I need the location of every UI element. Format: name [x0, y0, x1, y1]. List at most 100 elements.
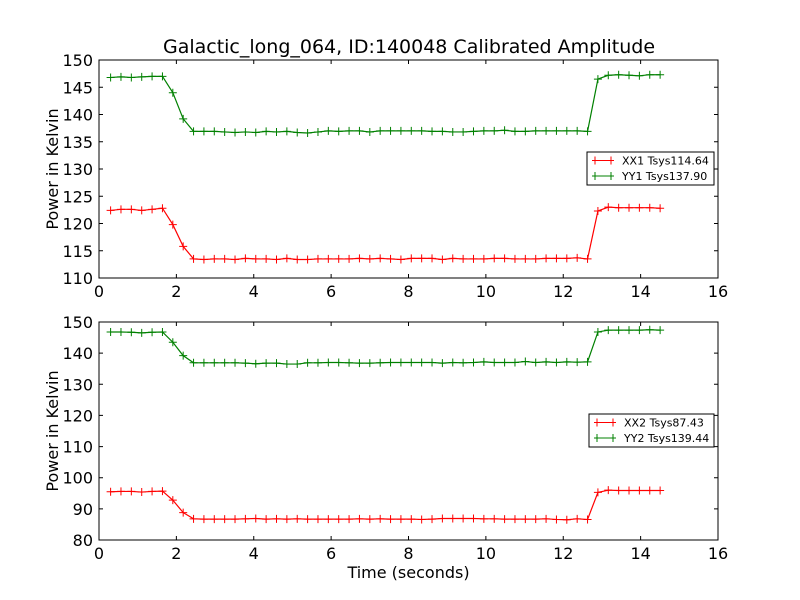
- data-point-marker: [542, 126, 551, 135]
- data-point-marker: [179, 242, 188, 251]
- data-point-marker: [448, 254, 457, 263]
- data-point-marker: [293, 128, 302, 137]
- data-point-marker: [614, 486, 623, 495]
- y-tick-label: 120: [62, 406, 93, 425]
- legend-item: YY1 Tsys137.90: [592, 170, 707, 183]
- data-point-marker: [148, 328, 157, 337]
- y-tick-label: 100: [62, 469, 93, 488]
- legend-box: [586, 151, 715, 186]
- data-point-marker: [303, 358, 312, 367]
- data-point-marker: [293, 255, 302, 264]
- data-point-marker: [272, 514, 281, 523]
- data-point-marker: [127, 487, 136, 496]
- data-point-marker: [521, 127, 530, 136]
- y-tick-label: 80: [73, 531, 93, 550]
- data-point-marker: [324, 515, 333, 524]
- data-point-marker: [282, 360, 291, 369]
- data-point-marker: [210, 254, 219, 263]
- data-point-marker: [459, 254, 468, 263]
- series-line: [110, 489, 661, 521]
- data-point-marker: [490, 514, 499, 523]
- data-point-marker: [137, 328, 146, 337]
- x-tick-label: 6: [326, 544, 336, 563]
- data-point-marker: [459, 127, 468, 136]
- data-point-marker: [168, 220, 177, 229]
- series-xx1: [106, 203, 665, 264]
- data-point-marker: [116, 72, 125, 81]
- data-point-marker: [179, 351, 188, 360]
- data-point-marker: [241, 359, 250, 368]
- data-point-marker: [614, 203, 623, 212]
- y-tick-label: 130: [62, 375, 93, 394]
- data-point-marker: [334, 358, 343, 367]
- data-point-marker: [500, 254, 509, 263]
- data-point-marker: [199, 358, 208, 367]
- data-point-marker: [386, 126, 395, 135]
- data-point-marker: [293, 360, 302, 369]
- data-point-marker: [552, 254, 561, 263]
- data-point-marker: [604, 486, 613, 495]
- data-point-marker: [355, 514, 364, 523]
- series-yy2: [106, 325, 665, 369]
- data-point-marker: [137, 72, 146, 81]
- data-point-marker: [334, 127, 343, 136]
- y-tick-label: 130: [62, 160, 93, 179]
- data-point-marker: [199, 127, 208, 136]
- data-point-marker: [148, 487, 157, 496]
- x-axis-label: Time (seconds): [346, 563, 469, 582]
- data-point-marker: [593, 488, 602, 497]
- x-tick-label: 16: [708, 282, 728, 301]
- data-point-marker: [148, 72, 157, 81]
- data-point-marker: [282, 254, 291, 263]
- data-point-marker: [417, 254, 426, 263]
- data-point-marker: [625, 486, 634, 495]
- data-point-marker: [303, 129, 312, 138]
- data-point-marker: [604, 203, 613, 212]
- series-yy1: [106, 70, 665, 138]
- data-point-marker: [148, 205, 157, 214]
- data-point-marker: [583, 515, 592, 524]
- data-point-marker: [127, 328, 136, 337]
- y-tick-label: 150: [62, 51, 93, 70]
- data-point-marker: [510, 515, 519, 524]
- x-tick-label: 10: [476, 544, 496, 563]
- x-tick-label: 6: [326, 282, 336, 301]
- data-point-marker: [593, 327, 602, 336]
- y-axis-label: Power in Kelvin: [43, 108, 62, 229]
- data-point-marker: [562, 126, 571, 135]
- data-point-marker: [345, 254, 354, 263]
- data-point-marker: [510, 254, 519, 263]
- data-point-marker: [355, 126, 364, 135]
- series-line: [110, 206, 661, 261]
- data-point-marker: [137, 488, 146, 497]
- data-point-marker: [428, 127, 437, 136]
- subplot-2: 0 2 4 6 8 10 12 14 16 80 90 100 110 120 130 140 150 Power…: [43, 313, 728, 582]
- data-point-marker: [438, 127, 447, 136]
- data-point-marker: [428, 254, 437, 263]
- data-point-marker: [593, 75, 602, 84]
- data-point-marker: [407, 515, 416, 524]
- x-tick-label: 4: [249, 282, 259, 301]
- data-point-marker: [479, 126, 488, 135]
- data-point-marker: [376, 126, 385, 135]
- data-point-marker: [583, 357, 592, 366]
- data-point-marker: [438, 359, 447, 368]
- data-point-marker: [479, 254, 488, 263]
- data-point-marker: [334, 515, 343, 524]
- legend-marker: [592, 156, 614, 165]
- data-point-marker: [313, 515, 322, 524]
- data-point-marker: [448, 358, 457, 367]
- data-point-marker: [282, 515, 291, 524]
- data-point-marker: [428, 515, 437, 524]
- data-point-marker: [386, 515, 395, 524]
- data-point-marker: [168, 338, 177, 347]
- data-point-marker: [500, 358, 509, 367]
- data-point-marker: [251, 514, 260, 523]
- data-point-marker: [521, 515, 530, 524]
- data-point-marker: [106, 487, 115, 496]
- x-tick-label: 16: [708, 544, 728, 563]
- data-point-marker: [334, 254, 343, 263]
- data-point-marker: [479, 514, 488, 523]
- data-point-marker: [552, 126, 561, 135]
